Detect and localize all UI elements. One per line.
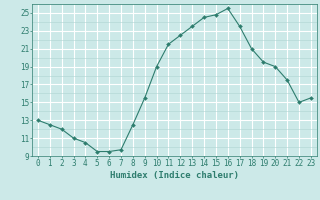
X-axis label: Humidex (Indice chaleur): Humidex (Indice chaleur) [110,171,239,180]
